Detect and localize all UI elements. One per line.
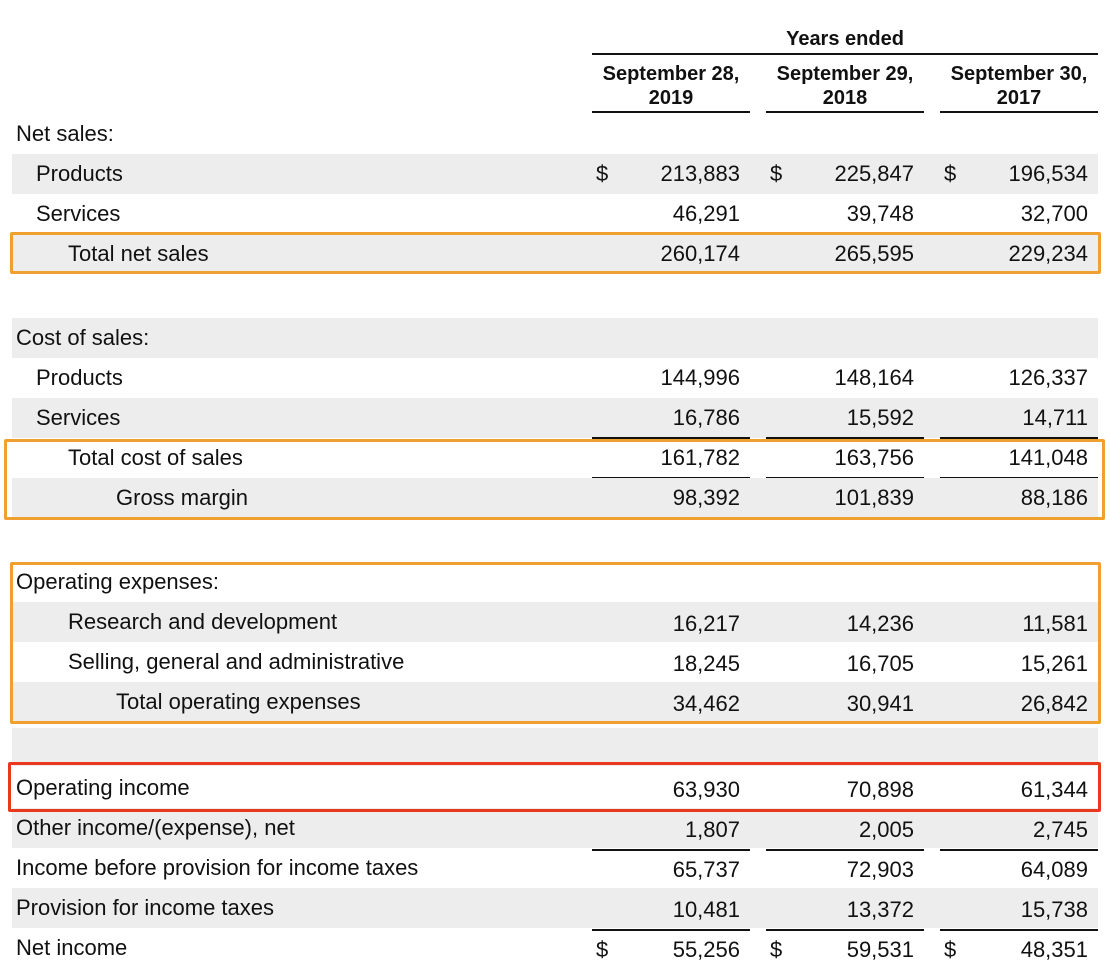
spacer-row xyxy=(12,728,1098,766)
column-header-2019: September 28, 2019 xyxy=(602,63,740,109)
currency-symbol: $ xyxy=(596,937,609,962)
subtotal-rule xyxy=(940,437,1098,439)
column-header-rule xyxy=(592,111,750,113)
currency-symbol: $ xyxy=(944,937,957,962)
subtotal-rule xyxy=(766,849,924,851)
section-heading-net-sales: Net sales: xyxy=(16,121,114,146)
period-title: Years ended xyxy=(786,28,904,50)
subtotal-rule xyxy=(940,929,1098,931)
subtotal-rule xyxy=(592,929,750,931)
row-cost-of-sales-products: Products 144,996 148,164 126,337 xyxy=(36,365,1088,390)
row-operating-income: Operating income 63,930 70,898 61,344 xyxy=(16,775,1088,802)
subtotal-rule xyxy=(592,849,750,851)
row-total-operating-expenses: Total operating expenses 34,462 30,941 2… xyxy=(12,682,1098,722)
column-header-2018: September 29, 2018 xyxy=(776,63,914,109)
row-net-sales-services: Services 46,291 39,748 32,700 xyxy=(36,201,1088,226)
currency-symbol: $ xyxy=(770,937,783,962)
subtotal-rule xyxy=(592,437,750,439)
subtotal-rule xyxy=(766,929,924,931)
row-other-income-expense: Other income/(expense), net 1,807 2,005 … xyxy=(12,808,1098,848)
column-header-rule xyxy=(766,111,924,113)
row-net-income: Net income $ 55,256 $ 59,531 $ 48,351 xyxy=(12,928,1098,968)
row-net-sales-products: Products $ 213,883 $ 225,847 $ 196,534 xyxy=(12,154,1098,194)
row-total-net-sales: Total net sales 260,174 265,595 229,234 xyxy=(12,234,1098,274)
section-heading-operating-expenses: Operating expenses: xyxy=(16,569,220,594)
currency-symbol: $ xyxy=(596,161,609,186)
subtotal-rule xyxy=(766,437,924,439)
column-header-2017: September 30, 2017 xyxy=(950,63,1088,109)
header-divider xyxy=(592,53,1098,55)
row-research-and-development: Research and development 16,217 14,236 1… xyxy=(12,602,1098,642)
currency-symbol: $ xyxy=(770,161,783,186)
section-heading-cost-of-sales: Cost of sales: xyxy=(12,318,1098,358)
row-total-cost-of-sales: Total cost of sales 161,782 163,756 141,… xyxy=(68,445,1088,470)
currency-symbol: $ xyxy=(944,161,957,186)
row-provision-for-taxes: Provision for income taxes 10,481 13,372… xyxy=(12,888,1098,928)
row-gross-margin: Gross margin 98,392 101,839 88,186 xyxy=(12,478,1098,518)
row-selling-general-administrative: Selling, general and administrative 18,2… xyxy=(68,649,1088,676)
subtotal-rule xyxy=(940,849,1098,851)
row-cost-of-sales-services: Services 16,786 15,592 14,711 xyxy=(12,398,1098,438)
row-income-before-taxes: Income before provision for income taxes… xyxy=(16,855,1088,882)
column-header-rule xyxy=(940,111,1098,113)
